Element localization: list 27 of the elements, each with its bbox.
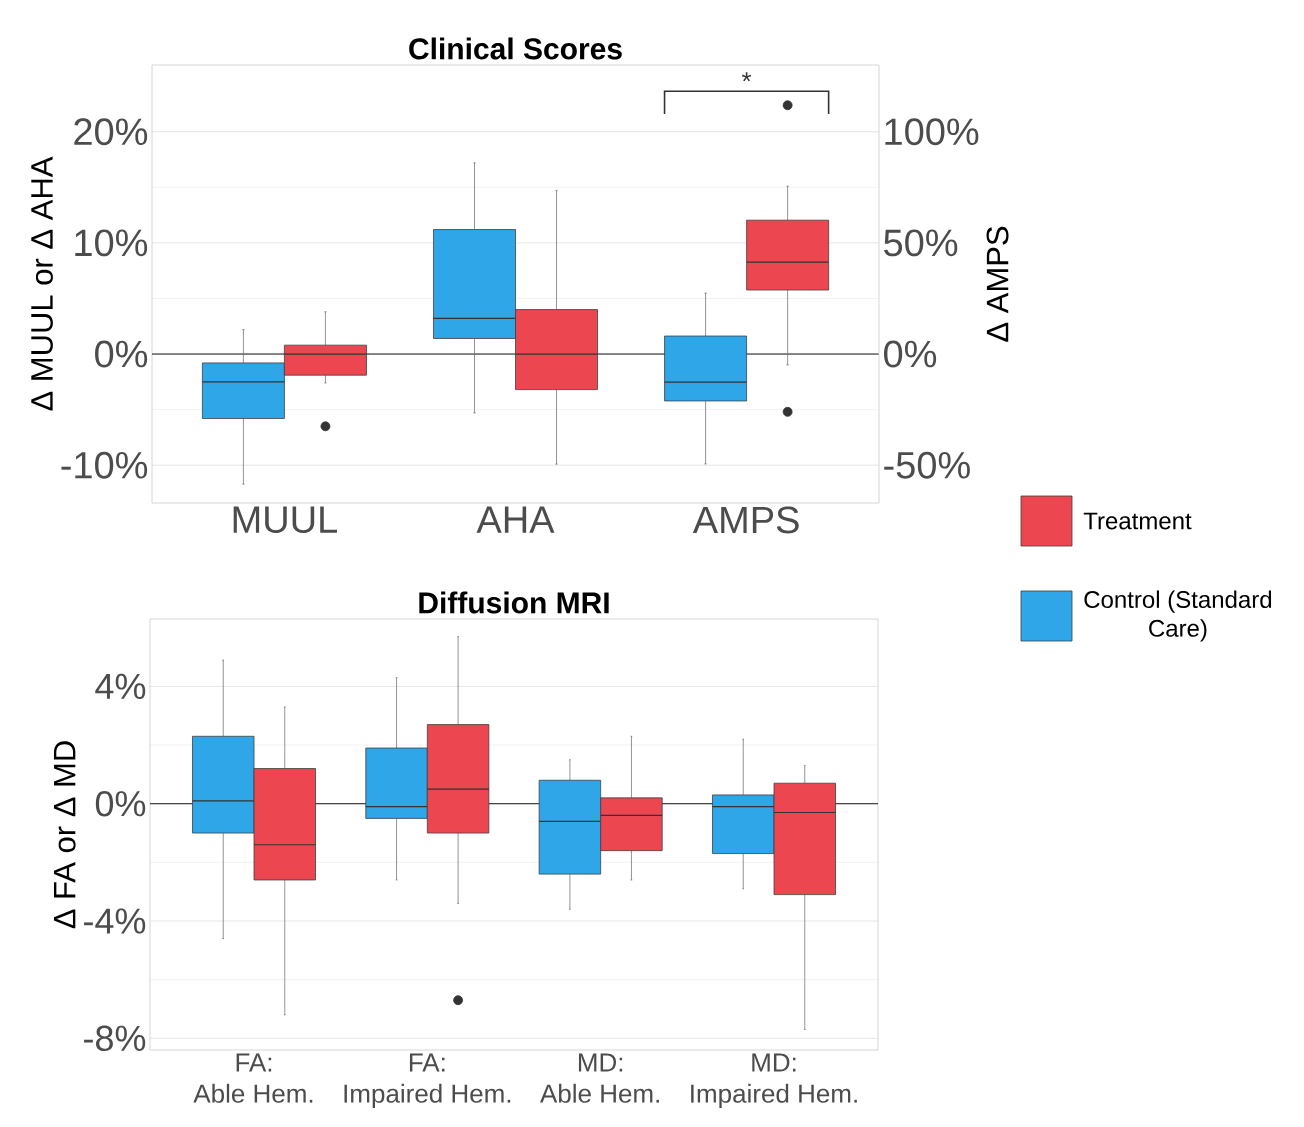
annotation: *: [741, 72, 752, 82]
x-tick-label: AHA: [476, 506, 555, 533]
y-tick-label: -4%: [84, 908, 146, 934]
y-tick-label: 10%: [75, 229, 148, 257]
chart-title: Clinical Scores: [409, 37, 622, 60]
y-tick-label: -8%: [84, 1025, 146, 1052]
legend-label: Control (Standard Care): [1084, 590, 1272, 642]
y2-tick-label: 50%: [884, 229, 958, 257]
y-axis-title: Δ MUUL or Δ AHA: [31, 156, 53, 411]
y2-tick-label: 0%: [884, 340, 937, 368]
y-tick-label: 0%: [95, 790, 146, 817]
x-tick-label: AMPS: [692, 506, 799, 534]
x-tick-label: FA: Able Hem.: [193, 1053, 313, 1103]
x-tick-label: FA: Impaired Hem.: [344, 1053, 511, 1109]
y-tick-label: 4%: [95, 673, 146, 700]
x-tick-label: MD: Able Hem.: [540, 1053, 659, 1103]
x-tick-label: MD: Impaired Hem.: [691, 1053, 857, 1109]
y-axis-title: Δ FA or Δ MD: [53, 741, 76, 929]
y-tick-label: 0%: [95, 340, 148, 368]
y-tick-label: 20%: [74, 118, 148, 146]
y2-axis-title: Δ AMPS: [986, 226, 1009, 342]
y-tick-label: -10%: [61, 451, 148, 479]
y2-tick-label: -50%: [884, 451, 970, 479]
x-tick-label: MUUL: [233, 506, 337, 534]
y2-tick-label: 100%: [885, 118, 979, 146]
chart-title: Diffusion MRI: [419, 591, 609, 614]
legend-label: Treatment: [1083, 512, 1192, 530]
